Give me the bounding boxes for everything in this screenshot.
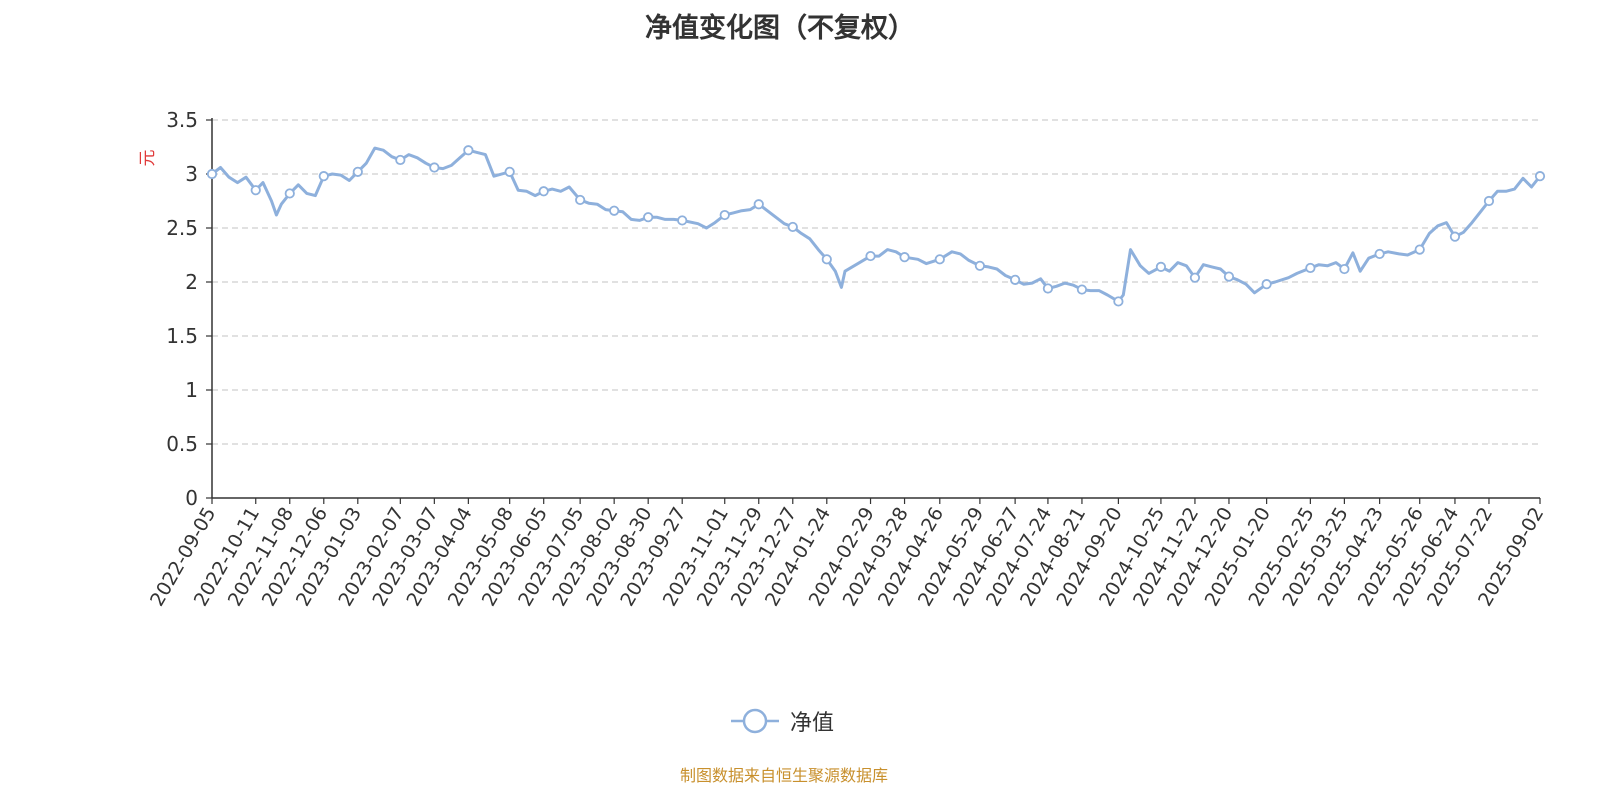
grid-lines xyxy=(212,119,1540,445)
data-point xyxy=(677,215,688,226)
data-point xyxy=(538,186,549,197)
legend[interactable]: 净值 xyxy=(730,703,834,739)
data-point xyxy=(821,254,832,265)
data-point xyxy=(974,260,985,271)
data-point xyxy=(1449,231,1461,242)
data-point xyxy=(934,254,945,265)
data-point xyxy=(206,168,218,180)
data-source-note: 制图数据来自恒生聚源数据库 xyxy=(679,766,888,785)
circle-line-icon xyxy=(731,708,779,734)
data-point xyxy=(1374,248,1385,260)
data-point xyxy=(429,162,440,173)
data-point xyxy=(1010,274,1021,285)
data-point xyxy=(1076,284,1088,295)
data-point xyxy=(1189,272,1201,283)
y-tick-label: 3 xyxy=(185,162,198,186)
data-point xyxy=(753,199,764,210)
y-tick-label: 0 xyxy=(185,486,198,510)
data-point xyxy=(284,188,295,199)
data-point xyxy=(504,166,515,177)
data-point xyxy=(1534,171,1546,182)
data-point xyxy=(1113,296,1124,307)
y-tick-label: 2.5 xyxy=(166,216,198,240)
data-point xyxy=(1261,279,1272,290)
y-axis-label: 元 xyxy=(138,150,158,167)
data-point xyxy=(787,221,798,233)
data-point xyxy=(865,250,876,262)
data-point xyxy=(1305,262,1316,274)
data-point xyxy=(250,185,261,196)
axes xyxy=(206,118,1541,504)
data-point xyxy=(318,171,329,182)
data-point xyxy=(463,145,474,156)
y-tick-label: 3.5 xyxy=(166,108,198,132)
legend-label: 净值 xyxy=(790,711,835,736)
y-tick-label: 0.5 xyxy=(166,432,198,456)
data-point xyxy=(1223,271,1235,282)
y-tick-label: 1.5 xyxy=(166,324,198,348)
data-point xyxy=(352,166,363,177)
data-point xyxy=(1155,261,1167,272)
data-point xyxy=(1042,283,1054,294)
data-point xyxy=(899,252,910,263)
data-point xyxy=(395,154,406,166)
x-tick-labels: 2022-09-052022-10-112022-11-082022-12-06… xyxy=(146,503,1548,610)
data-point xyxy=(1414,244,1425,255)
data-points xyxy=(206,145,1546,307)
series-line-net-value xyxy=(210,146,1542,303)
data-point xyxy=(609,205,620,216)
data-point xyxy=(575,194,586,206)
data-point xyxy=(1483,195,1495,207)
chart-title: 净值变化图（不复权） xyxy=(645,13,915,44)
data-point xyxy=(643,212,654,223)
y-tick-label: 1 xyxy=(185,378,198,402)
data-point xyxy=(719,209,730,221)
data-point xyxy=(1339,263,1350,275)
y-tick-label: 2 xyxy=(185,270,198,294)
y-tick-labels: 0 0.5 1 1.5 2 2.5 3 3.5 xyxy=(166,108,198,510)
